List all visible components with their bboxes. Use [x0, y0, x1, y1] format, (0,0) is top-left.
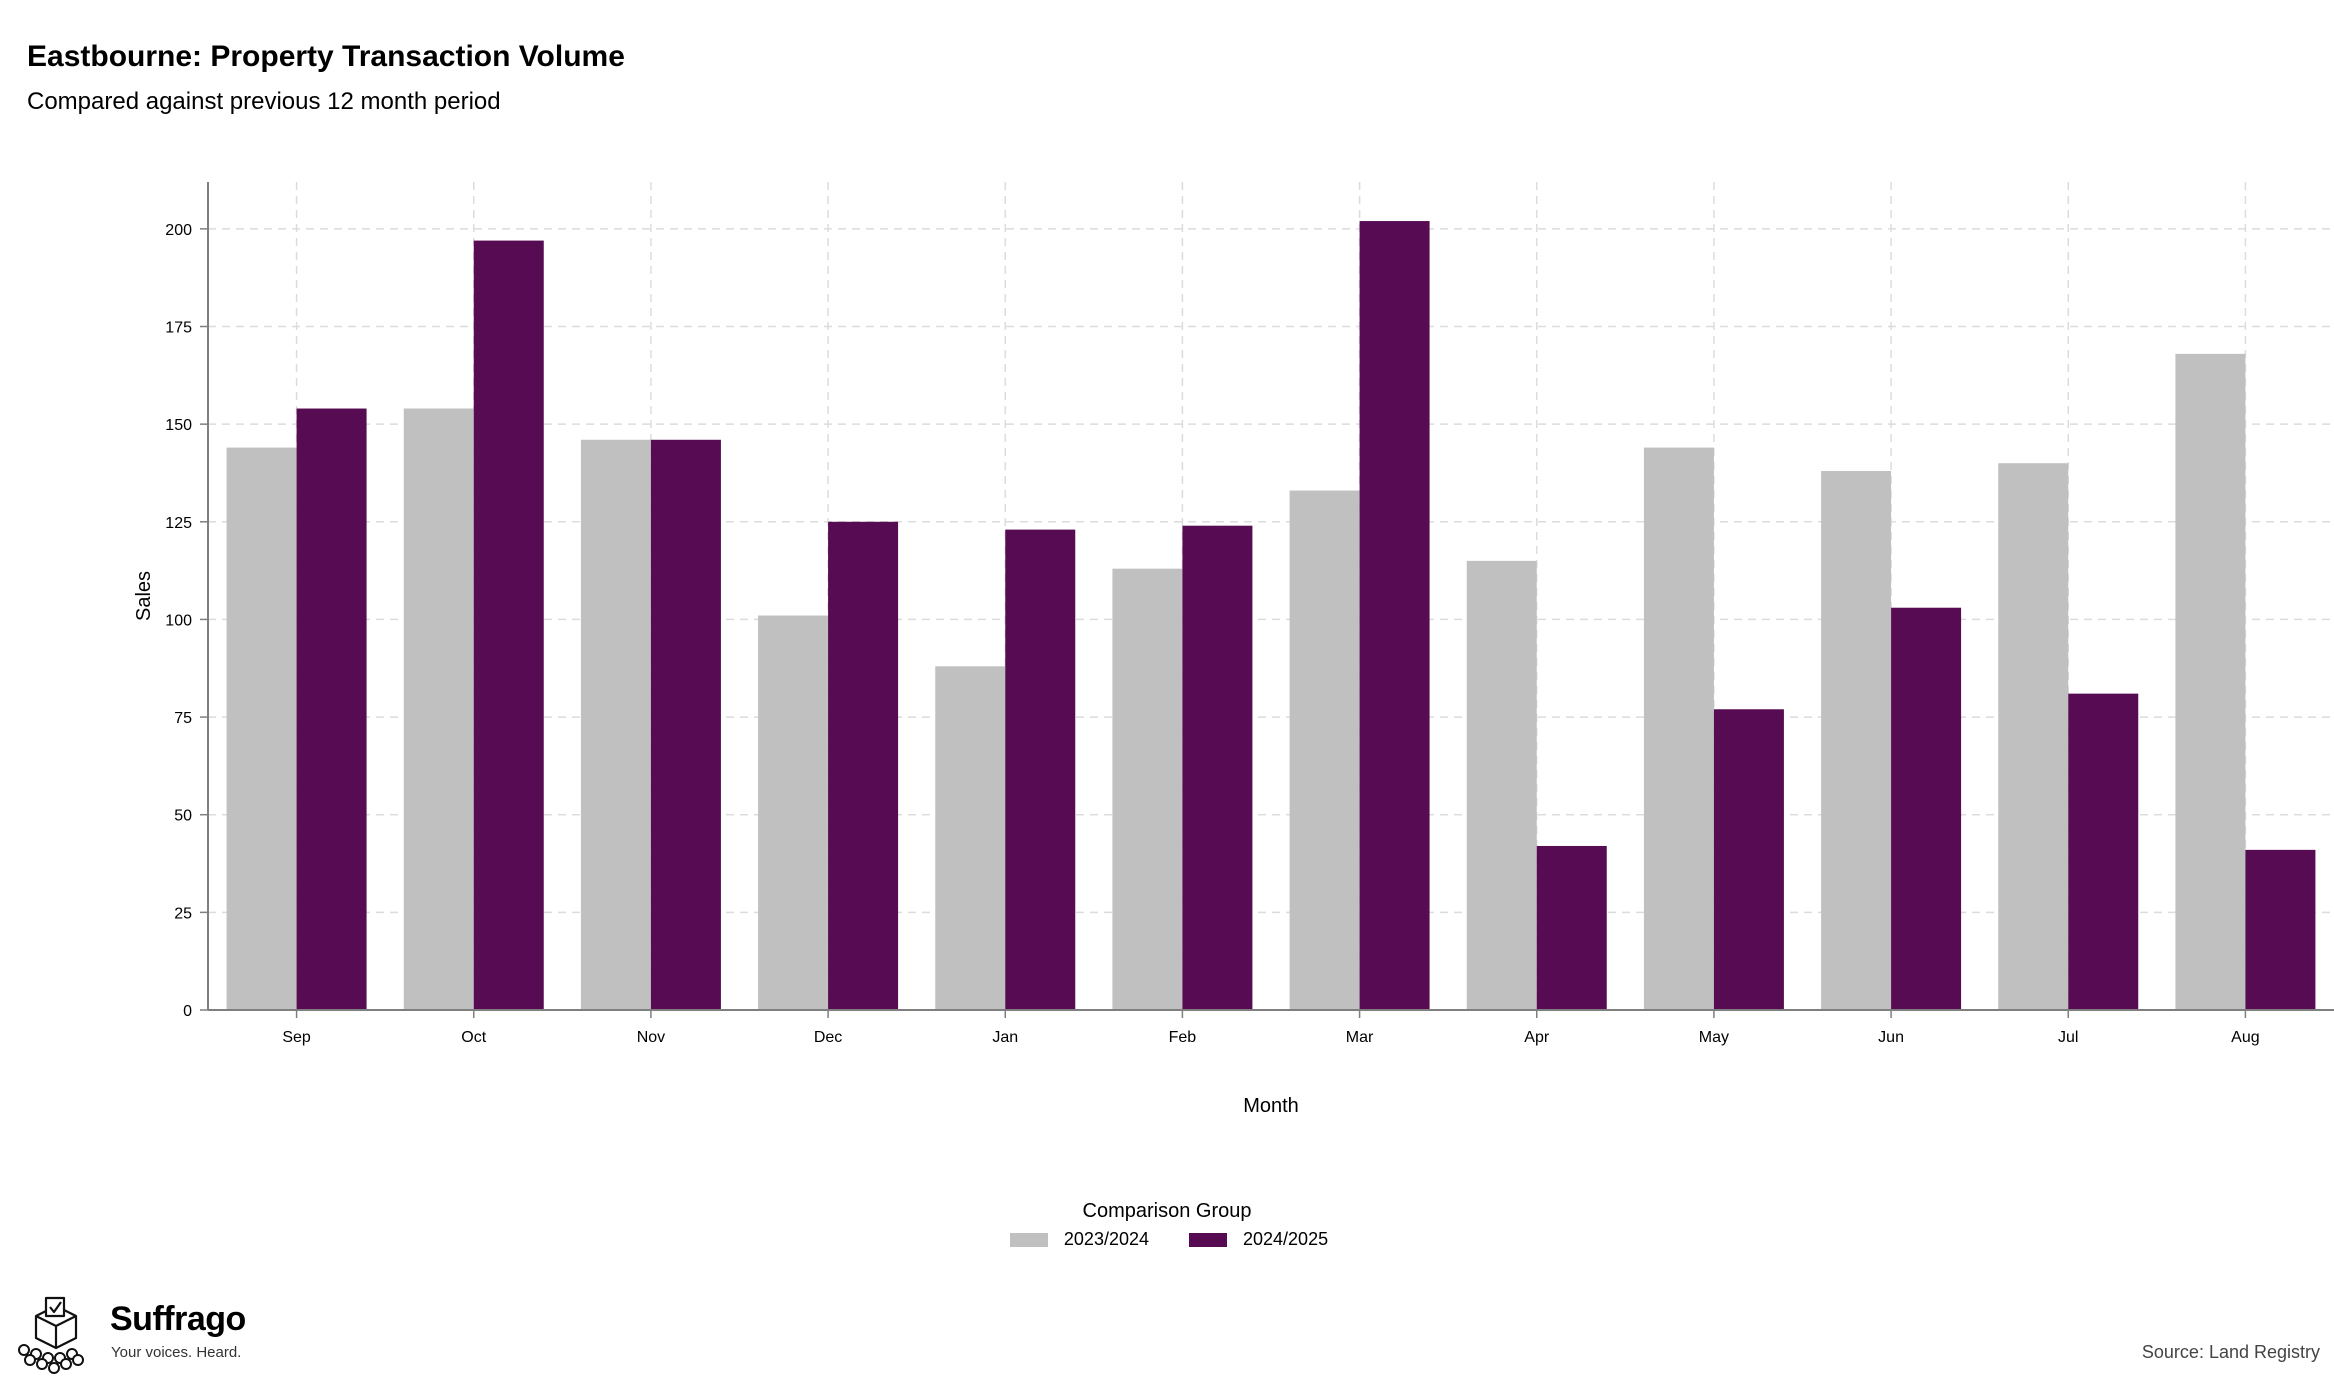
legend-swatch-2023-2024 — [1009, 1232, 1048, 1247]
tick-labels: 0 25 50 75 100 125 150 175 200 Sep Oct Nov Dec Jan Feb… — [133, 222, 2260, 1117]
x-tick-label: Oct — [461, 1029, 486, 1046]
x-tick-label: Jan — [992, 1029, 1018, 1046]
bar-2024-2025-mar — [1359, 221, 1430, 1010]
bar-2024-2025-dec — [828, 521, 899, 1010]
bar-2024-2025-sep — [296, 408, 367, 1010]
bar-2023-2024-feb — [1112, 568, 1183, 1010]
x-tick-label: Feb — [1169, 1029, 1197, 1046]
bar-2023-2024-aug — [2175, 353, 2246, 1010]
x-tick-label: Sep — [282, 1029, 311, 1046]
x-tick-label: Jun — [1878, 1029, 1904, 1046]
x-tick-label: Mar — [1346, 1029, 1374, 1046]
brand-logo: Suffrago Your voices. Heard. — [14, 1294, 254, 1376]
bar-2023-2024-jun — [1821, 471, 1892, 1010]
bar-2024-2025-feb — [1182, 525, 1253, 1010]
legend-item-2023-2024: 2023/2024 — [1009, 1229, 1149, 1250]
bar-2023-2024-may — [1643, 447, 1714, 1010]
brand-tagline: Your voices. Heard. — [111, 1344, 242, 1361]
y-tick-label: 25 — [174, 905, 192, 922]
y-tick-label: 50 — [174, 808, 192, 825]
legend-label-2024-2025: 2024/2025 — [1243, 1229, 1329, 1249]
bar-2023-2024-apr — [1466, 560, 1537, 1010]
x-tick-label: Jul — [2058, 1029, 2078, 1046]
legend-item-2024-2025: 2024/2025 — [1189, 1229, 1328, 1250]
source-note: Source: Land Registry — [2141, 1342, 2320, 1362]
y-tick-label: 0 — [183, 1003, 192, 1020]
chart-title: Eastbourne: Property Transaction Volume — [27, 40, 625, 73]
bar-2023-2024-dec — [758, 615, 829, 1010]
bar-2024-2025-may — [1713, 709, 1784, 1010]
bar-2024-2025-jun — [1891, 607, 1962, 1010]
legend: Comparison Group 2023/2024 2024/2025 — [0, 1200, 2334, 1250]
bars — [226, 221, 2316, 1011]
bar-2024-2025-jul — [2068, 693, 2139, 1010]
bar-2024-2025-oct — [473, 240, 544, 1010]
y-tick-label: 125 — [165, 515, 192, 532]
y-tick-label: 100 — [165, 612, 192, 629]
ballot-box-crowd-icon — [18, 1296, 84, 1374]
legend-swatch-2024-2025 — [1189, 1232, 1227, 1247]
y-tick-label: 150 — [165, 417, 192, 434]
bar-2023-2024-sep — [226, 447, 297, 1010]
legend-items: 2023/2024 2024/2025 — [4, 1229, 2334, 1250]
y-tick-label: 75 — [174, 710, 192, 727]
x-tick-label: Nov — [637, 1029, 665, 1046]
y-tick-label: 200 — [165, 222, 192, 239]
bar-2024-2025-nov — [650, 439, 721, 1011]
bar-2024-2025-aug — [2245, 849, 2316, 1010]
bar-2024-2025-apr — [1536, 845, 1607, 1010]
bar-2023-2024-nov — [580, 439, 651, 1011]
bar-2023-2024-mar — [1289, 490, 1360, 1010]
chart-subtitle: Compared against previous 12 month perio… — [27, 88, 501, 115]
bar-2023-2024-oct — [403, 408, 474, 1010]
x-tick-label: Dec — [814, 1029, 842, 1046]
bar-2023-2024-jan — [935, 666, 1006, 1010]
brand-name: Suffrago — [110, 1300, 246, 1338]
legend-label-2023-2024: 2023/2024 — [1063, 1229, 1149, 1249]
legend-title: Comparison Group — [1082, 1200, 1252, 1222]
x-tick-label: Aug — [2231, 1029, 2259, 1046]
y-tick-label: 175 — [165, 320, 192, 337]
bar-2023-2024-jul — [1998, 463, 2069, 1011]
x-axis-title: Month — [1243, 1095, 1299, 1117]
x-tick-label: Apr — [1524, 1029, 1550, 1046]
x-tick-label: May — [1699, 1029, 1729, 1046]
axes — [200, 182, 2334, 1018]
bar-2024-2025-jan — [1005, 529, 1076, 1010]
y-axis-title: Sales — [133, 571, 155, 621]
bar-chart: 0 25 50 75 100 125 150 175 200 Sep Oct Nov Dec Jan Feb… — [133, 182, 2334, 1117]
